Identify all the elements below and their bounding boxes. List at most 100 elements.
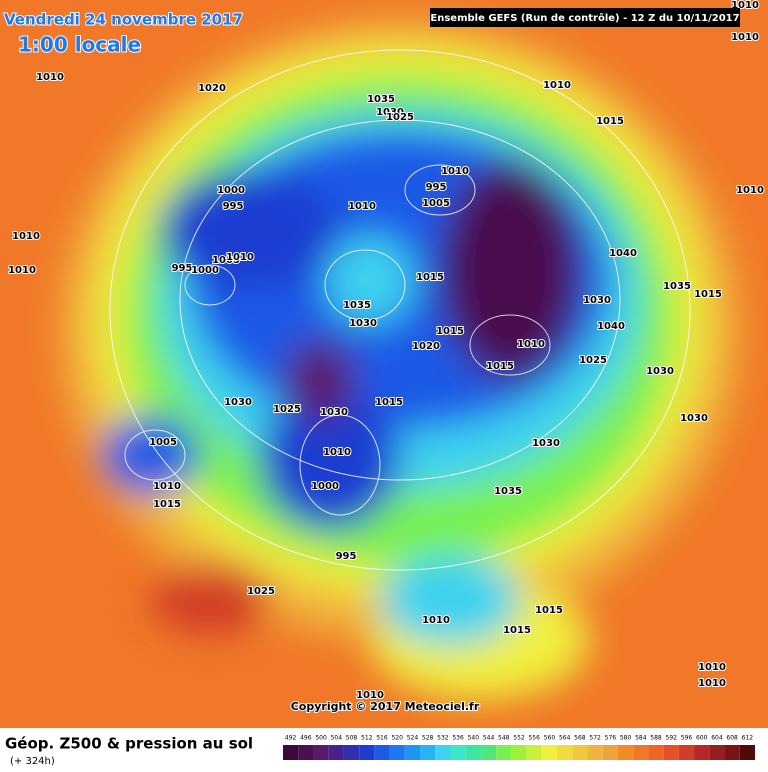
isobar-label: 1015 <box>694 289 722 300</box>
isobar-label: 1025 <box>386 112 414 123</box>
scale-label: 548 <box>498 735 510 742</box>
isobar-label: 1015 <box>596 116 624 127</box>
isobar-label: 1010 <box>323 447 351 458</box>
scale-swatch <box>420 745 436 760</box>
scale-label: 560 <box>544 735 556 742</box>
scale-swatch <box>602 745 618 760</box>
isobar-label: 1040 <box>597 321 625 332</box>
scale-label: 608 <box>726 735 738 742</box>
isobar-label: 1010 <box>226 252 254 263</box>
isobar-label: 1010 <box>517 339 545 350</box>
scale-swatch <box>465 745 481 760</box>
scale-swatch <box>389 745 405 760</box>
scale-label: 544 <box>483 735 495 742</box>
isobar-label: 1010 <box>441 166 469 177</box>
isobar-label: 1035 <box>367 94 395 105</box>
scale-label: 556 <box>528 735 540 742</box>
scale-swatch <box>739 745 755 760</box>
isobar-label: 1015 <box>375 397 403 408</box>
map-date: Vendredi 24 novembre 2017 <box>4 11 243 29</box>
scale-label: 508 <box>346 735 358 742</box>
scale-swatch <box>450 745 466 760</box>
scale-label: 568 <box>574 735 586 742</box>
scale-swatch <box>572 745 588 760</box>
scale-label: 596 <box>681 735 693 742</box>
isobar-label: 1010 <box>356 690 384 701</box>
scale-label: 500 <box>315 735 327 742</box>
isobar-label: 1020 <box>198 83 226 94</box>
forecast-lead: (+ 324h) <box>10 756 55 767</box>
scale-label: 524 <box>407 735 419 742</box>
scale-label: 532 <box>437 735 449 742</box>
map-time: 1:00 locale <box>18 33 141 57</box>
map <box>0 0 768 728</box>
isobar-label: 1015 <box>503 625 531 636</box>
isobar-label: 1015 <box>153 499 181 510</box>
scale-swatch <box>557 745 573 760</box>
isobar-label: 1030 <box>646 366 674 377</box>
scale-label: 564 <box>559 735 571 742</box>
scale-swatch <box>404 745 421 760</box>
isobar-label: 1010 <box>543 80 571 91</box>
run-info: Ensemble GEFS (Run de contrôle) - 12 Z d… <box>430 12 739 24</box>
isobars <box>109 49 691 571</box>
scale-label: 520 <box>391 735 403 742</box>
isobar-label: 1010 <box>8 265 36 276</box>
scale-swatch <box>709 745 725 760</box>
isobar-label: 1005 <box>422 198 450 209</box>
scale-swatch <box>511 745 527 760</box>
isobar-label: 1010 <box>348 201 376 212</box>
scale-label: 528 <box>422 735 434 742</box>
scale-label: 580 <box>620 735 632 742</box>
isobar-label: 1020 <box>412 341 440 352</box>
isobar-label: 1025 <box>579 355 607 366</box>
isobar-label: 1000 <box>311 481 339 492</box>
run-box <box>430 8 740 27</box>
footer-title: Géop. Z500 & pression au sol <box>5 735 253 753</box>
isobar-label: 995 <box>223 201 244 212</box>
isobar-label: 1010 <box>422 615 450 626</box>
isobar-label: 995 <box>426 182 447 193</box>
scale-label: 496 <box>300 735 312 742</box>
scale-label: 592 <box>666 735 678 742</box>
isobar-label: 1015 <box>416 272 444 283</box>
geopotential-field <box>60 20 740 700</box>
isobar-label: 1010 <box>12 231 40 242</box>
scale-swatch <box>648 745 664 760</box>
isobar-label: 1025 <box>273 404 301 415</box>
isobar-label: 1040 <box>609 248 637 259</box>
isobar-label: 1015 <box>436 326 464 337</box>
isobar-label: 1005 <box>212 255 240 266</box>
scale-swatch <box>694 745 710 760</box>
scale-swatch <box>343 745 360 760</box>
isobar-label: 1025 <box>247 586 275 597</box>
isobar-label: 995 <box>336 551 357 562</box>
scale-swatch <box>617 745 634 760</box>
scale-swatch <box>480 745 497 760</box>
scale-swatch <box>587 745 603 760</box>
scale-swatch <box>283 745 299 760</box>
copyright: Copyright © 2017 Meteociel.fr <box>291 700 480 713</box>
isobar-label: 1035 <box>494 486 522 497</box>
scale-label: 540 <box>468 735 480 742</box>
isobar-label: 1015 <box>486 361 514 372</box>
scale-label: 604 <box>711 735 723 742</box>
scale-label: 504 <box>331 735 343 742</box>
scale-swatch <box>724 745 740 760</box>
scale-label: 576 <box>605 735 617 742</box>
scale-label: 600 <box>696 735 708 742</box>
isobar-label: 1035 <box>343 300 371 311</box>
scale-label: 492 <box>285 735 297 742</box>
scale-swatch <box>633 745 649 760</box>
isobar-label: 1000 <box>217 185 245 196</box>
scale-swatch <box>526 745 542 760</box>
scale-swatch <box>374 745 390 760</box>
isobar-label: 1030 <box>320 407 348 418</box>
scale-label: 572 <box>589 735 601 742</box>
scale-swatch <box>359 745 375 760</box>
color-scale: 492 496 500 504 508 512 516 520 524 528 532 536 540 5… <box>283 735 755 760</box>
scale-swatch <box>298 745 314 760</box>
scale-swatch <box>496 745 512 760</box>
